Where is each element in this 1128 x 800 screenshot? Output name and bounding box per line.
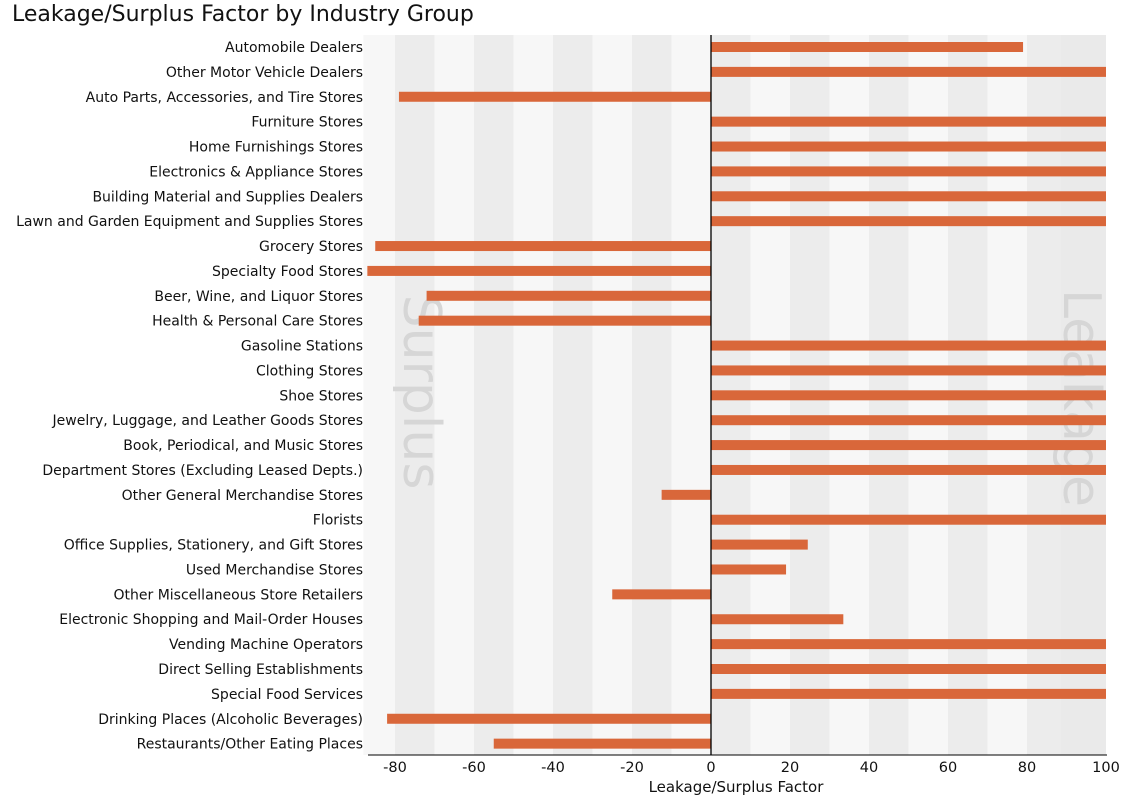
category-label: Shoe Stores bbox=[279, 388, 363, 404]
x-tick-label: 0 bbox=[706, 760, 715, 776]
chart-title: Leakage/Surplus Factor by Industry Group bbox=[12, 2, 474, 27]
x-tick-label: 80 bbox=[1018, 760, 1036, 776]
x-axis-title: Leakage/Surplus Factor bbox=[649, 778, 825, 796]
bar bbox=[711, 42, 1024, 52]
grid-band bbox=[474, 35, 514, 755]
category-label: Furniture Stores bbox=[251, 115, 363, 131]
bar bbox=[711, 415, 1106, 426]
bar bbox=[711, 564, 787, 575]
category-label: Grocery Stores bbox=[259, 239, 363, 255]
category-label: Lawn and Garden Equipment and Supplies S… bbox=[16, 214, 363, 230]
bar bbox=[711, 614, 844, 625]
x-tick-label: 20 bbox=[781, 760, 799, 776]
category-label: Beer, Wine, and Liquor Stores bbox=[154, 289, 363, 305]
bar bbox=[711, 688, 1106, 699]
category-label: Other General Merchandise Stores bbox=[122, 488, 363, 504]
bar bbox=[711, 166, 1106, 177]
category-labels: Automobile Dealers Other Motor Vehicle De… bbox=[16, 40, 363, 753]
bar bbox=[661, 489, 711, 500]
category-label: Book, Periodical, and Music Stores bbox=[123, 438, 363, 454]
category-label: Auto Parts, Accessories, and Tire Stores bbox=[86, 90, 363, 106]
bar bbox=[711, 440, 1106, 451]
bar bbox=[375, 241, 711, 252]
bar bbox=[711, 216, 1106, 227]
x-tick-label: -60 bbox=[462, 760, 486, 776]
category-label: Building Material and Supplies Dealers bbox=[92, 189, 363, 205]
background-bands bbox=[363, 35, 1106, 755]
category-label: Vending Machine Operators bbox=[169, 637, 363, 653]
x-tick-labels: -80 -60 -40 -20 0 20 40 60 80 100 bbox=[383, 760, 1120, 776]
category-label: Home Furnishings Stores bbox=[189, 140, 363, 156]
bar bbox=[711, 664, 1106, 674]
bar bbox=[711, 514, 1106, 525]
category-label: Electronics & Appliance Stores bbox=[149, 164, 363, 180]
bar bbox=[711, 66, 1106, 77]
bar bbox=[711, 464, 1106, 475]
category-label: Drinking Places (Alcoholic Beverages) bbox=[98, 712, 363, 728]
bar bbox=[711, 141, 1106, 152]
category-label: Other Miscellaneous Store Retailers bbox=[114, 587, 363, 603]
x-tick-label: -40 bbox=[541, 760, 565, 776]
category-label: Florists bbox=[313, 513, 363, 529]
bar bbox=[711, 365, 1106, 376]
bar bbox=[612, 589, 711, 600]
category-label: Specialty Food Stores bbox=[212, 264, 363, 280]
grid-band bbox=[434, 35, 474, 755]
bar bbox=[426, 290, 711, 301]
bars-group bbox=[367, 42, 1106, 749]
bar bbox=[387, 713, 711, 724]
category-label: Health & Personal Care Stores bbox=[152, 314, 363, 330]
category-label: Gasoline Stations bbox=[241, 339, 363, 355]
grid-band bbox=[553, 35, 593, 755]
grid-band bbox=[632, 35, 672, 755]
bar bbox=[367, 265, 711, 276]
category-label: Other Motor Vehicle Dealers bbox=[166, 65, 363, 81]
bar bbox=[711, 539, 808, 550]
x-tick-label: -80 bbox=[383, 760, 407, 776]
category-label: Special Food Services bbox=[211, 687, 363, 703]
bar bbox=[493, 738, 711, 749]
grid-band bbox=[395, 35, 435, 755]
grid-band bbox=[671, 35, 711, 755]
bar bbox=[711, 191, 1106, 202]
category-label: Clothing Stores bbox=[256, 363, 363, 379]
category-label: Direct Selling Establishments bbox=[158, 662, 363, 678]
surplus-watermark: Surplus bbox=[391, 295, 451, 490]
category-label: Restaurants/Other Eating Places bbox=[137, 737, 363, 753]
bar bbox=[711, 116, 1106, 127]
category-label: Automobile Dealers bbox=[225, 40, 363, 56]
x-tick-label: -20 bbox=[620, 760, 644, 776]
bar bbox=[711, 639, 1106, 650]
bar bbox=[398, 91, 711, 102]
category-label: Office Supplies, Stationery, and Gift St… bbox=[64, 538, 363, 554]
category-label: Electronic Shopping and Mail-Order House… bbox=[59, 612, 363, 628]
category-label: Jewelry, Luggage, and Leather Goods Stor… bbox=[52, 413, 363, 429]
bar bbox=[711, 390, 1106, 401]
grid-band bbox=[592, 35, 632, 755]
x-tick-label: 60 bbox=[939, 760, 957, 776]
grid-band bbox=[363, 35, 395, 755]
bar bbox=[711, 340, 1106, 351]
category-label: Used Merchandise Stores bbox=[186, 562, 363, 578]
x-tick-label: 40 bbox=[860, 760, 878, 776]
x-tick-label: 100 bbox=[1092, 760, 1120, 776]
grid-band bbox=[513, 35, 553, 755]
bar bbox=[418, 315, 711, 326]
category-label: Department Stores (Excluding Leased Dept… bbox=[42, 463, 363, 479]
